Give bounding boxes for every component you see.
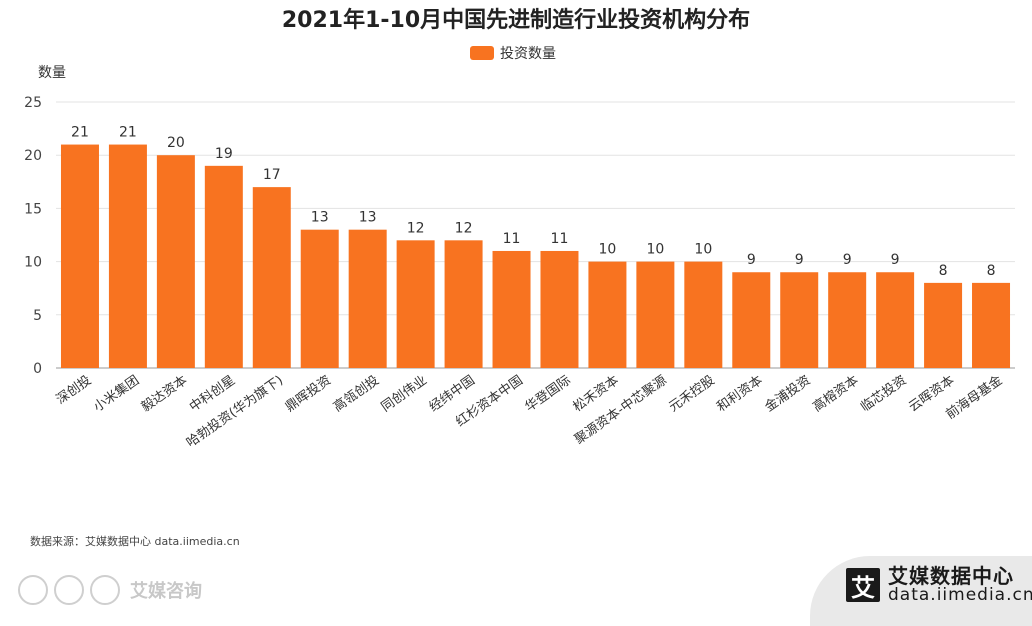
data-label: 17	[263, 167, 281, 183]
watermark-circle-icon	[18, 575, 48, 605]
data-label: 19	[215, 146, 233, 162]
data-label: 12	[407, 220, 425, 236]
bar	[396, 240, 435, 368]
bar	[540, 250, 579, 368]
bar	[252, 187, 291, 368]
watermark: 艾媒咨询	[18, 570, 202, 610]
x-tick-label: 和利资本	[714, 373, 765, 415]
data-label: 10	[646, 242, 664, 258]
brand-url: data.iimedia.cn	[888, 585, 1032, 605]
legend-label: 投资数量	[500, 46, 556, 62]
y-tick-label: 5	[33, 308, 42, 324]
y-tick-label: 0	[33, 361, 42, 377]
bar	[876, 272, 915, 368]
data-label: 9	[891, 252, 900, 268]
data-label: 21	[71, 125, 89, 141]
bar	[204, 165, 243, 368]
data-label: 11	[503, 231, 521, 247]
brand-name: 艾媒数据中心	[888, 564, 1014, 588]
data-label: 10	[599, 242, 617, 258]
chart-title: 2021年1-10月中国先进制造行业投资机构分布	[281, 8, 751, 33]
brand-logo-block[interactable]: 艾 艾媒数据中心 data.iimedia.cn	[846, 566, 1032, 605]
bar	[300, 229, 339, 368]
legend-swatch	[470, 46, 494, 60]
x-tick-label: 临芯投资	[858, 372, 910, 415]
data-label: 8	[987, 263, 996, 279]
bar	[828, 272, 867, 368]
y-tick-label: 15	[24, 201, 42, 217]
y-tick-label: 25	[24, 95, 42, 111]
bar	[444, 240, 483, 368]
bar-chart: 051015202521深创投21小米集团20毅达资本19中科创星17哈勃投资(…	[24, 95, 1015, 451]
watermark-text: 艾媒咨询	[130, 581, 202, 602]
data-label: 13	[359, 210, 377, 226]
bar	[588, 261, 627, 368]
data-label: 9	[843, 252, 852, 268]
bar	[492, 250, 531, 368]
x-tick-label: 深创投	[53, 372, 94, 407]
bar	[924, 282, 963, 368]
chart-legend[interactable]: 投资数量	[470, 44, 556, 62]
x-tick-label: 高榕资本	[810, 372, 862, 415]
x-tick-label: 鼎晖投资	[282, 372, 334, 415]
x-tick-label: 同创伟业	[379, 373, 430, 415]
bar	[972, 282, 1011, 368]
y-axis-label: 数量	[38, 65, 66, 81]
bar	[636, 261, 675, 368]
data-label: 20	[167, 135, 185, 151]
data-label: 9	[747, 252, 756, 268]
bar	[348, 229, 387, 368]
data-label: 12	[455, 220, 473, 236]
data-label: 9	[795, 252, 804, 268]
x-tick-label: 毅达资本	[138, 372, 190, 415]
data-label: 11	[551, 231, 569, 247]
brand-logo-icon: 艾	[846, 568, 880, 603]
bar	[108, 144, 147, 368]
data-label: 21	[119, 125, 137, 141]
x-tick-label: 高瓴创投	[330, 372, 382, 415]
watermark-person-icon	[90, 575, 120, 605]
data-label: 13	[311, 210, 329, 226]
x-tick-label: 金浦投资	[762, 372, 814, 415]
x-tick-label: 小米集团	[90, 372, 142, 415]
y-tick-label: 20	[24, 148, 42, 164]
bar	[732, 272, 771, 368]
bar	[60, 144, 99, 368]
x-tick-label: 元禾控股	[666, 373, 717, 415]
bar	[780, 272, 819, 368]
bar	[156, 155, 195, 368]
data-label: 8	[939, 263, 948, 279]
source-note: 数据来源：艾媒数据中心 data.iimedia.cn	[30, 535, 240, 548]
watermark-circle-icon	[54, 575, 84, 605]
bar	[684, 261, 723, 368]
data-label: 10	[694, 242, 712, 258]
x-tick-label: 华登国际	[523, 373, 574, 415]
y-tick-label: 10	[24, 255, 42, 271]
